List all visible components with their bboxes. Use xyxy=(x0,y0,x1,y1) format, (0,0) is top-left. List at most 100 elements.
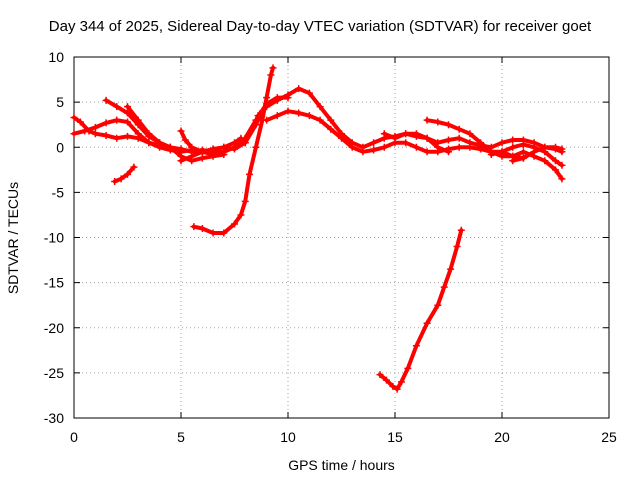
series-line xyxy=(112,165,136,184)
data-point xyxy=(237,134,245,142)
x-tick-label: 25 xyxy=(601,429,617,445)
data-point xyxy=(145,130,153,138)
series-line xyxy=(256,86,564,154)
data-point xyxy=(393,385,401,393)
data-point xyxy=(477,145,485,153)
data-point xyxy=(327,116,335,124)
data-point xyxy=(466,143,474,151)
data-point xyxy=(440,283,448,291)
y-tick-label: 0 xyxy=(56,139,64,155)
data-point xyxy=(359,148,367,156)
data-point xyxy=(209,229,217,237)
data-point xyxy=(76,118,84,126)
data-point xyxy=(445,121,452,129)
series-line xyxy=(179,129,248,157)
data-point xyxy=(273,96,281,104)
data-point xyxy=(447,265,455,273)
data-point xyxy=(445,148,452,156)
data-point xyxy=(245,170,253,178)
data-point xyxy=(198,224,206,232)
y-tick-label: 10 xyxy=(48,49,64,65)
data-point xyxy=(558,175,566,183)
data-point xyxy=(254,112,262,120)
series-line xyxy=(378,228,464,392)
data-point xyxy=(263,116,271,124)
data-point xyxy=(423,148,431,156)
x-tick-label: 15 xyxy=(387,429,403,445)
data-point xyxy=(241,139,249,147)
data-point xyxy=(391,134,399,142)
data-point xyxy=(434,301,442,309)
data-point xyxy=(509,157,517,165)
y-tick-label: -20 xyxy=(44,320,64,336)
data-point xyxy=(295,85,303,93)
data-point xyxy=(117,175,125,183)
data-point xyxy=(477,139,485,147)
data-point xyxy=(509,143,517,151)
x-tick-label: 10 xyxy=(280,429,296,445)
data-point xyxy=(453,243,461,251)
data-point xyxy=(423,116,431,124)
axis-ticks: 0 5 10 15 20 25 -30 -25 -20 -15 -10 -5 0 5 10 xyxy=(44,49,617,445)
series-trace-5 xyxy=(111,163,138,186)
data-point xyxy=(552,157,559,165)
data-point xyxy=(519,141,527,149)
data-point xyxy=(209,145,217,153)
data-point xyxy=(412,143,420,151)
series-trace-15 xyxy=(376,226,465,393)
data-point xyxy=(188,143,196,151)
data-point xyxy=(498,148,506,156)
y-tick-label: -10 xyxy=(44,230,64,246)
data-point xyxy=(91,130,99,138)
data-point xyxy=(558,145,566,153)
data-point xyxy=(130,163,138,171)
data-point xyxy=(434,118,442,126)
data-point xyxy=(113,116,121,124)
data-point xyxy=(402,130,410,138)
x-tick-label: 20 xyxy=(494,429,510,445)
y-tick-label: -25 xyxy=(44,365,64,381)
data-point xyxy=(370,146,378,154)
series-trace-8 xyxy=(190,64,277,237)
data-point xyxy=(102,119,110,127)
data-point xyxy=(252,143,260,151)
series-trace-7 xyxy=(177,134,245,165)
data-point xyxy=(177,157,185,165)
data-point xyxy=(509,136,517,144)
y-tick-label: -5 xyxy=(52,184,65,200)
data-point xyxy=(113,103,121,111)
data-point xyxy=(316,116,324,124)
data-series xyxy=(70,64,566,393)
data-point xyxy=(455,125,463,133)
data-point xyxy=(487,150,495,158)
data-point xyxy=(552,143,559,151)
data-point xyxy=(134,134,142,142)
data-point xyxy=(519,154,527,162)
data-point xyxy=(552,166,559,174)
data-point xyxy=(402,139,410,147)
data-point xyxy=(370,139,378,147)
grid-lines xyxy=(74,57,609,418)
data-point xyxy=(327,125,335,133)
data-point xyxy=(404,364,412,372)
data-point xyxy=(70,113,78,121)
data-point xyxy=(124,170,131,178)
data-point xyxy=(455,134,463,142)
data-point xyxy=(156,139,164,147)
series-line xyxy=(125,104,226,163)
series-trace-14 xyxy=(509,143,566,165)
x-axis-label: GPS time / hours xyxy=(288,457,395,473)
data-point xyxy=(445,136,452,144)
data-point xyxy=(498,139,506,147)
data-point xyxy=(305,112,313,120)
data-point xyxy=(380,143,388,151)
data-point xyxy=(397,378,405,386)
data-point xyxy=(348,143,356,151)
y-axis-label: SDTVAR / TECUs xyxy=(5,181,21,295)
data-point xyxy=(263,103,271,111)
x-tick-label: 0 xyxy=(70,429,78,445)
data-point xyxy=(231,220,238,228)
data-point xyxy=(188,152,196,160)
data-point xyxy=(190,223,198,231)
